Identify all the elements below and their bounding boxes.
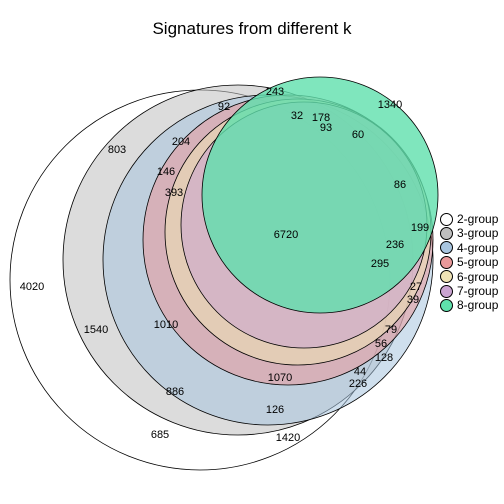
legend-label: 7-group xyxy=(457,284,498,298)
region-label: 1340 xyxy=(378,99,402,111)
region-label: 199 xyxy=(411,222,429,234)
legend-swatch xyxy=(440,213,453,226)
region-label: 44 xyxy=(354,366,366,378)
region-label: 1420 xyxy=(276,432,300,444)
region-label: 236 xyxy=(386,239,404,251)
region-label: 92 xyxy=(218,101,230,113)
legend-label: 4-group xyxy=(457,241,498,255)
legend-label: 3-group xyxy=(457,226,498,240)
legend-item: 5-group xyxy=(440,255,498,269)
region-label: 204 xyxy=(172,136,190,148)
region-label: 393 xyxy=(165,187,183,199)
legend-swatch xyxy=(440,241,453,254)
region-label: 1540 xyxy=(84,324,108,336)
legend-swatch xyxy=(440,227,453,240)
region-label: 146 xyxy=(157,166,175,178)
region-label: 126 xyxy=(266,404,284,416)
region-label: 243 xyxy=(266,86,284,98)
legend-swatch xyxy=(440,299,453,312)
region-label: 1010 xyxy=(154,319,178,331)
legend-label: 2-group xyxy=(457,212,498,226)
legend-label: 6-group xyxy=(457,270,498,284)
region-label: 226 xyxy=(349,378,367,390)
region-label: 128 xyxy=(375,352,393,364)
legend-item: 4-group xyxy=(440,241,498,255)
venn-canvas: Signatures from different k 243 92 1340 32 1… xyxy=(0,0,504,504)
legend-item: 7-group xyxy=(440,284,498,298)
legend-swatch xyxy=(440,285,453,298)
region-label: 685 xyxy=(151,429,169,441)
region-label: 886 xyxy=(166,386,184,398)
legend-swatch xyxy=(440,256,453,269)
venn-svg xyxy=(0,0,504,504)
region-label: 60 xyxy=(352,129,364,141)
chart-title: Signatures from different k xyxy=(0,19,504,39)
legend-swatch xyxy=(440,270,453,283)
legend-label: 8-group xyxy=(457,298,498,312)
legend-item: 6-group xyxy=(440,270,498,284)
legend-item: 8-group xyxy=(440,298,498,312)
legend-label: 5-group xyxy=(457,255,498,269)
region-label: 32 xyxy=(291,110,303,122)
region-label: 4020 xyxy=(20,281,44,293)
region-label: 56 xyxy=(375,338,387,350)
legend-item: 2-group xyxy=(440,212,498,226)
region-label: 86 xyxy=(394,179,406,191)
region-label: 39 xyxy=(407,294,419,306)
region-label: 93 xyxy=(320,122,332,134)
legend: 2-group3-group4-group5-group6-group7-gro… xyxy=(440,212,498,313)
region-label: 295 xyxy=(371,258,389,270)
region-label: 6720 xyxy=(274,229,298,241)
region-label: 803 xyxy=(108,144,126,156)
region-label: 27 xyxy=(410,281,422,293)
region-label: 1070 xyxy=(268,372,292,384)
region-label: 79 xyxy=(385,324,397,336)
legend-item: 3-group xyxy=(440,226,498,240)
